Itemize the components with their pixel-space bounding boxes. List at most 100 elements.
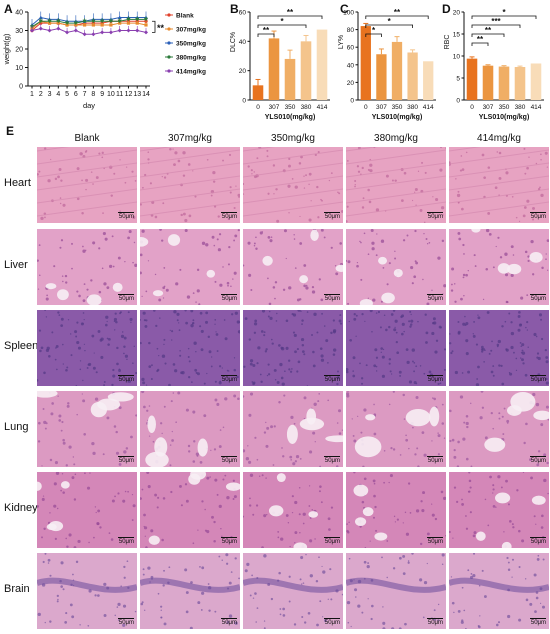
nucleus [472, 534, 476, 538]
x-tick-label: 350 [499, 104, 510, 111]
nucleus [338, 409, 342, 413]
histology-tile-lung: 50μm [243, 391, 343, 467]
nucleus [334, 265, 337, 267]
nucleus [401, 332, 404, 336]
nucleus [272, 464, 275, 466]
nucleus [465, 273, 468, 277]
nucleus [193, 341, 197, 345]
nucleus [270, 425, 274, 429]
nucleus [435, 339, 439, 342]
nucleus [438, 325, 442, 329]
nucleus [170, 339, 173, 341]
lumen [531, 495, 546, 505]
nucleus [191, 381, 193, 383]
nucleus [185, 591, 189, 595]
nucleus [411, 553, 414, 555]
nucleus [247, 445, 249, 447]
nucleus [352, 370, 354, 372]
nucleus [282, 455, 285, 458]
nucleus [93, 352, 95, 354]
nucleus [142, 573, 145, 576]
nucleus [151, 364, 153, 367]
nucleus [300, 337, 305, 342]
nucleus [525, 598, 529, 602]
nucleus [361, 313, 364, 316]
nucleus [206, 372, 208, 375]
nucleus [319, 347, 323, 350]
nucleus [266, 149, 269, 152]
nucleus [82, 299, 86, 303]
nucleus [367, 598, 369, 600]
nucleus [431, 440, 433, 442]
nucleus [453, 283, 456, 285]
nucleus [329, 568, 332, 571]
nucleus [200, 329, 204, 333]
nucleus [98, 152, 101, 155]
lumen [378, 256, 388, 265]
nucleus [199, 566, 201, 568]
nucleus [272, 164, 276, 167]
nucleus [111, 235, 114, 238]
nucleus [253, 242, 256, 245]
nucleus [275, 320, 278, 322]
nucleus [501, 415, 504, 418]
nucleus [46, 346, 50, 350]
nucleus [254, 319, 258, 323]
nucleus [492, 492, 494, 494]
nucleus [469, 486, 472, 489]
nucleus [222, 266, 224, 268]
scale-bar [324, 456, 340, 457]
nucleus [487, 212, 491, 215]
data-point [100, 23, 104, 27]
lumen [359, 299, 373, 305]
nucleus [237, 397, 240, 401]
nucleus [507, 422, 509, 424]
nucleus [57, 395, 59, 397]
nucleus [336, 465, 339, 467]
nucleus [294, 185, 298, 189]
nucleus [132, 215, 136, 219]
scale-label: 50μm [324, 620, 340, 626]
lumen [510, 391, 536, 412]
nucleus [195, 452, 200, 456]
nucleus [518, 529, 521, 533]
muscle-fiber [243, 201, 343, 217]
y-tick-label: 40 [239, 39, 247, 46]
nucleus [77, 346, 82, 350]
muscle-fiber [346, 201, 446, 217]
nucleus [396, 518, 399, 521]
nucleus [216, 493, 219, 496]
nucleus [428, 242, 431, 244]
nucleus [216, 350, 219, 353]
bar [360, 26, 371, 100]
nucleus [168, 566, 171, 569]
nucleus [54, 537, 57, 541]
nucleus [132, 504, 136, 508]
nucleus [294, 460, 297, 463]
nucleus [174, 151, 178, 155]
nucleus [124, 181, 127, 184]
nucleus [218, 365, 222, 368]
nucleus [263, 334, 266, 337]
nucleus [267, 363, 270, 366]
nucleus [197, 601, 201, 605]
nucleus [348, 521, 350, 524]
nucleus [135, 371, 137, 375]
nucleus [61, 420, 64, 424]
nucleus [244, 569, 248, 573]
nucleus [369, 310, 373, 313]
nucleus [289, 370, 293, 373]
nucleus [474, 265, 477, 267]
nucleus [122, 499, 126, 503]
nucleus [277, 536, 280, 539]
nucleus [437, 256, 441, 260]
nucleus [346, 367, 349, 372]
nucleus [184, 568, 188, 572]
nucleus [308, 485, 311, 487]
data-point [56, 19, 61, 24]
nucleus [192, 410, 196, 414]
nucleus [485, 229, 490, 233]
nucleus [483, 361, 485, 363]
nucleus [503, 407, 506, 410]
nucleus [367, 562, 370, 564]
